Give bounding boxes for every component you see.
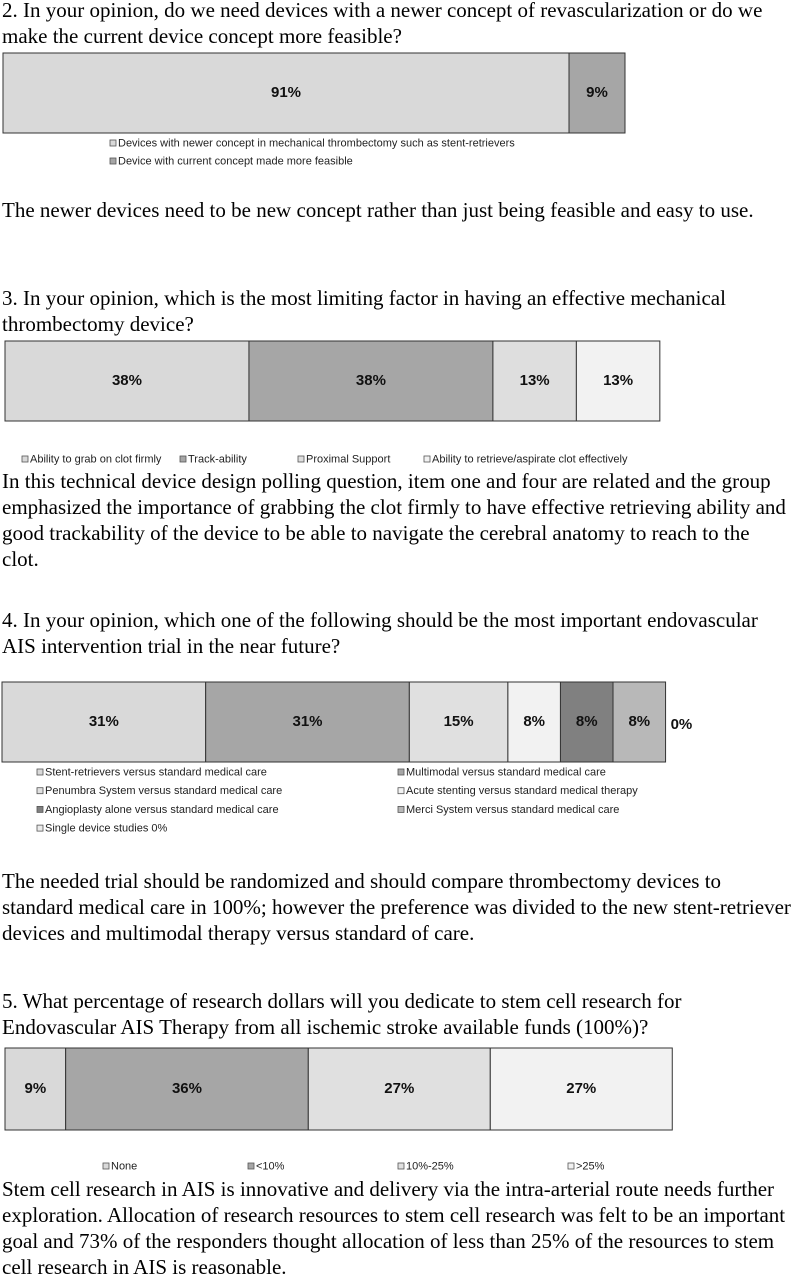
legend-swatch (397, 768, 405, 776)
legend-swatch (397, 1162, 405, 1170)
value-label: 91% (271, 84, 301, 101)
bar-segment (2, 52, 570, 134)
bar-segment (248, 340, 494, 422)
legend-swatch (109, 157, 117, 165)
question: 4. In your opinion, which one of the fol… (2, 608, 758, 658)
comment: The needed trial should be randomized an… (2, 869, 791, 945)
value-label: 13% (520, 372, 550, 389)
value-label: 9% (586, 84, 608, 101)
legend-label: 10%-25% (406, 1160, 454, 1172)
legend-swatch (397, 787, 405, 795)
legend-label: Penumbra System versus standard medical … (45, 785, 282, 797)
value-label: 38% (356, 372, 386, 389)
bar-segment (559, 681, 614, 763)
bar-segment (65, 1047, 309, 1131)
value-label: 38% (112, 372, 142, 389)
value-label: 27% (384, 1080, 414, 1097)
value-label: 0% (671, 716, 693, 733)
legend-label: Angioplasty alone versus standard medica… (45, 804, 279, 816)
value-label: 8% (576, 713, 598, 730)
bar-segment (4, 340, 250, 422)
value-label: 31% (292, 713, 322, 730)
legend-label: Ability to grab on clot firmly (30, 453, 162, 465)
question: 5. What percentage of research dollars w… (2, 989, 682, 1039)
legend-swatch (21, 455, 29, 463)
legend-swatch (397, 806, 405, 813)
bar-segment (205, 681, 410, 763)
legend-swatch (567, 1162, 575, 1170)
value-label: 13% (603, 372, 633, 389)
legend-label: Device with current concept made more fe… (118, 155, 353, 167)
legend-swatch (36, 787, 44, 795)
legend-label: Devices with newer concept in mechanical… (118, 137, 515, 149)
bar-segment (575, 340, 661, 422)
legend-label: >25% (576, 1160, 605, 1172)
bar-segment (4, 1047, 67, 1131)
value-label: 9% (24, 1080, 46, 1097)
legend-label: <10% (256, 1160, 285, 1172)
value-label: 8% (523, 713, 545, 730)
bar-segment (489, 1047, 673, 1131)
legend-label: None (111, 1160, 137, 1172)
question: 3. In your opinion, which is the most li… (2, 286, 726, 336)
bar-segment (612, 681, 667, 763)
value-label: 15% (444, 713, 474, 730)
legend-label: Ability to retrieve/aspirate clot effect… (432, 453, 628, 465)
legend-swatch (247, 1162, 255, 1170)
legend-swatch (36, 824, 44, 832)
comment: In this technical device design polling … (2, 469, 786, 571)
legend-swatch (109, 139, 117, 147)
legend-swatch (297, 455, 305, 463)
legend-label: Stent-retrievers versus standard medical… (45, 766, 267, 778)
legend-swatch (102, 1162, 110, 1170)
legend-label: Single device studies 0% (45, 823, 168, 835)
comment: The newer devices need to be new concept… (2, 198, 754, 222)
legend-label: Multimodal versus standard medical care (406, 766, 606, 778)
legend-label: Acute stenting versus standard medical t… (406, 785, 638, 797)
value-label: 8% (628, 713, 650, 730)
legend-swatch (179, 455, 187, 463)
bar-segment (307, 1047, 491, 1131)
legend-label: Proximal Support (306, 453, 390, 465)
bar-segment (408, 681, 509, 763)
value-label: 36% (172, 1080, 202, 1097)
legend-swatch (36, 806, 44, 813)
legend-label: Track-ability (188, 453, 247, 465)
comment: Stem cell research in AIS is innovative … (2, 1177, 786, 1279)
question: 2. In your opinion, do we need devices w… (2, 0, 763, 48)
value-label: 27% (566, 1080, 596, 1097)
bar-segment (568, 52, 626, 134)
bar-segment (1, 681, 207, 763)
value-label: 31% (89, 713, 119, 730)
legend-swatch (36, 768, 44, 776)
legend-label: Merci System versus standard medical car… (406, 804, 619, 816)
legend-swatch (423, 455, 431, 463)
